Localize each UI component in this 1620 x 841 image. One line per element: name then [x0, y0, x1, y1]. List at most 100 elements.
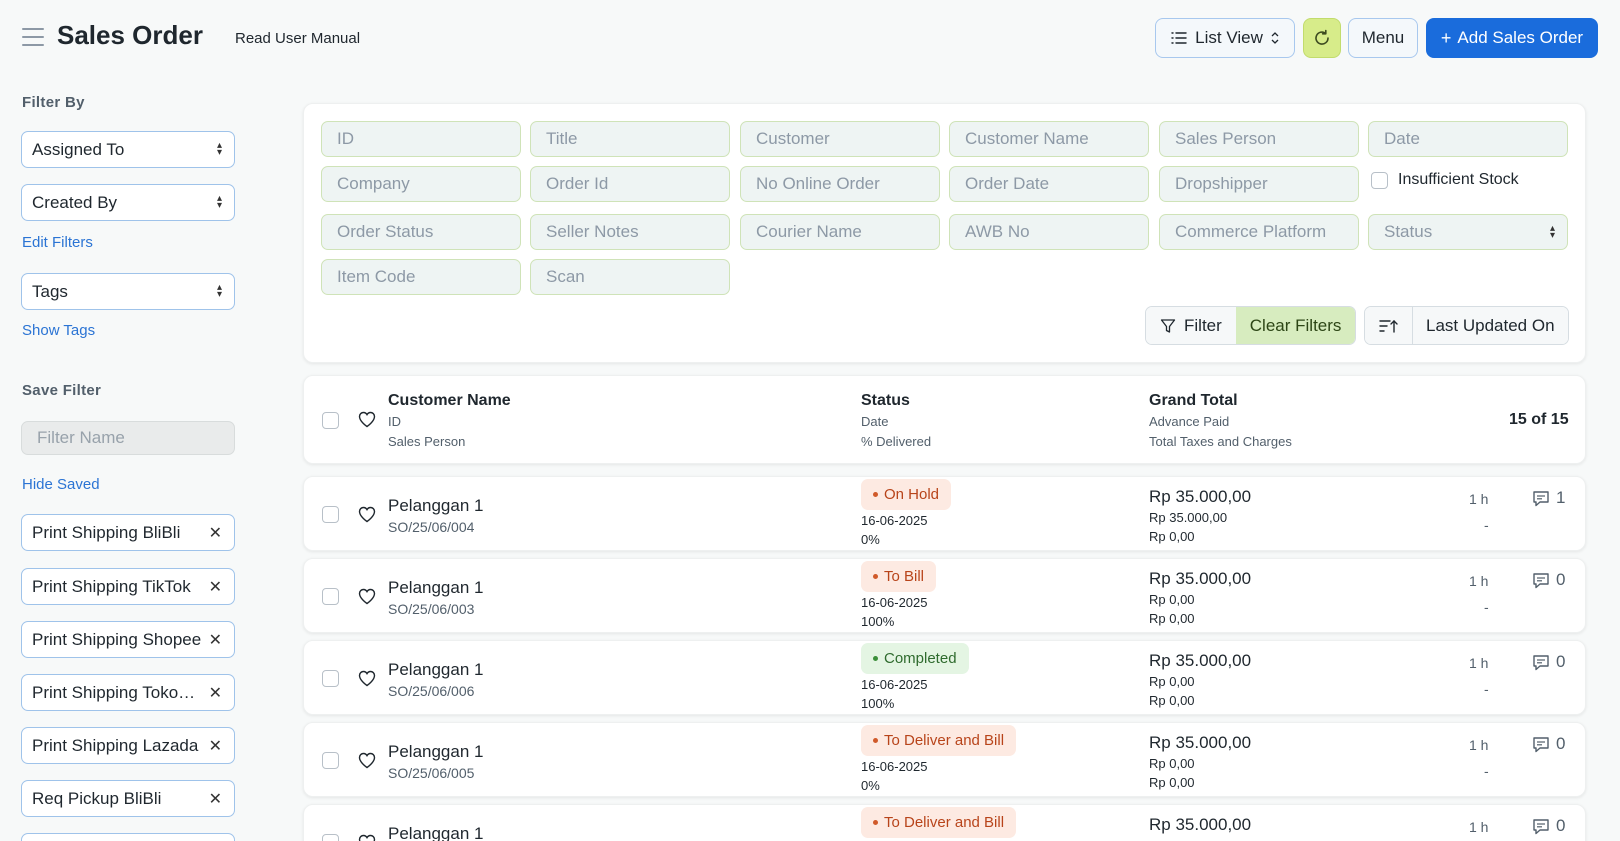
status-label: To Deliver and Bill	[884, 732, 1005, 749]
customer-name[interactable]: Pelanggan 1	[388, 824, 484, 841]
hide-saved-link[interactable]: Hide Saved	[22, 476, 100, 493]
record-count: 15 of 15	[1509, 411, 1569, 428]
remove-icon[interactable]: ✕	[208, 579, 222, 596]
grand-total: Rp 35.000,00	[1149, 815, 1252, 834]
heart-icon[interactable]	[358, 834, 376, 841]
row-checkbox[interactable]	[322, 506, 339, 523]
order-date-filter[interactable]: Order Date	[949, 166, 1149, 202]
comment-count[interactable]: 1	[1532, 488, 1565, 508]
sidebar-toggle-icon[interactable]	[22, 28, 44, 46]
commerce-platform-filter[interactable]: Commerce Platform	[1159, 214, 1359, 250]
table-row[interactable]: Pelanggan 1 SO/25/06/003 To Bill 16-06-2…	[303, 558, 1586, 633]
row-checkbox[interactable]	[322, 588, 339, 605]
col-status[interactable]: Status	[861, 392, 910, 409]
insufficient-stock-checkbox[interactable]: Insufficient Stock	[1371, 171, 1519, 189]
heart-icon[interactable]	[358, 752, 376, 769]
customer-name[interactable]: Pelanggan 1	[388, 496, 484, 515]
read-user-manual-link[interactable]: Read User Manual	[235, 30, 361, 47]
add-sales-order-button[interactable]: + Add Sales Order	[1426, 18, 1598, 58]
remove-icon[interactable]: ✕	[208, 738, 222, 755]
filter-panel: ID Title Customer Customer Name Sales Pe…	[303, 103, 1586, 363]
total-taxes: Rp 0,00	[1149, 611, 1195, 626]
saved-filter-item[interactable]	[21, 833, 235, 841]
saved-filter-item[interactable]: Req Pickup BliBli ✕	[21, 780, 235, 817]
status-filter-select[interactable]: Status ▴ ▾	[1368, 214, 1568, 250]
tags-select[interactable]: Tags ▴ ▾	[21, 273, 235, 310]
scan-filter[interactable]: Scan	[530, 259, 730, 295]
status-dot-icon	[873, 820, 878, 825]
remove-icon[interactable]: ✕	[208, 632, 222, 649]
saved-filter-item[interactable]: Print Shipping Shopee ✕	[21, 621, 235, 658]
courier-name-filter[interactable]: Courier Name	[740, 214, 940, 250]
dropshipper-filter[interactable]: Dropshipper	[1159, 166, 1359, 202]
row-checkbox[interactable]	[322, 834, 339, 841]
created-by-select[interactable]: Created By ▴ ▾	[21, 184, 235, 221]
edit-filters-link[interactable]: Edit Filters	[22, 234, 93, 251]
table-row[interactable]: Pelanggan 1 SO/25/06/004 On Hold 16-06-2…	[303, 476, 1586, 551]
order-id-filter[interactable]: Order Id	[530, 166, 730, 202]
comment-icon	[1533, 572, 1549, 588]
menu-button[interactable]: Menu	[1348, 18, 1418, 58]
show-tags-link[interactable]: Show Tags	[22, 322, 96, 339]
saved-filter-item[interactable]: Print Shipping Lazada ✕	[21, 727, 235, 764]
order-id: SO/25/06/003	[388, 601, 475, 617]
item-code-filter[interactable]: Item Code	[321, 259, 521, 295]
col-id: ID	[388, 414, 401, 429]
filter-name-input[interactable]	[21, 421, 235, 455]
sort-by-button[interactable]: Last Updated On	[1413, 307, 1568, 344]
sort-ascending-icon	[1378, 319, 1398, 333]
saved-filter-item[interactable]: Print Shipping TikTok ✕	[21, 568, 235, 605]
table-row[interactable]: Pelanggan 1 To Deliver and Bill Rp 35.00…	[303, 804, 1586, 841]
customer-name[interactable]: Pelanggan 1	[388, 742, 484, 761]
saved-filter-label: Print Shipping BliBli	[32, 522, 181, 542]
company-filter[interactable]: Company	[321, 166, 521, 202]
awb-no-filter[interactable]: AWB No	[949, 214, 1149, 250]
title-filter[interactable]: Title	[530, 121, 730, 157]
assigned-to-select[interactable]: Assigned To ▴ ▾	[21, 131, 235, 168]
saved-filter-item[interactable]: Print Shipping Tokopedia ✕	[21, 674, 235, 711]
heart-icon[interactable]	[358, 506, 376, 523]
checkbox[interactable]	[1371, 171, 1388, 189]
remove-icon[interactable]: ✕	[208, 525, 222, 542]
comment-count[interactable]: 0	[1532, 652, 1565, 672]
date-filter[interactable]: Date	[1368, 121, 1568, 157]
id-filter[interactable]: ID	[321, 121, 521, 157]
delivered-percent: 100%	[861, 696, 895, 711]
col-grand-total[interactable]: Grand Total	[1149, 392, 1238, 409]
sales-person-filter[interactable]: Sales Person	[1159, 121, 1359, 157]
filter-button-label: Filter	[1184, 315, 1222, 335]
order-id: SO/25/06/005	[388, 765, 475, 781]
order-id: SO/25/06/004	[388, 519, 475, 535]
select-all-checkbox[interactable]	[322, 412, 339, 429]
order-status-filter[interactable]: Order Status	[321, 214, 521, 250]
page-title: Sales Order	[57, 20, 203, 50]
table-row[interactable]: Pelanggan 1 SO/25/06/005 To Deliver and …	[303, 722, 1586, 797]
clear-filters-button[interactable]: Clear Filters	[1235, 307, 1356, 344]
col-customer-name[interactable]: Customer Name	[388, 392, 511, 409]
customer-name-filter[interactable]: Customer Name	[949, 121, 1149, 157]
row-checkbox[interactable]	[322, 752, 339, 769]
saved-filter-label: Req Pickup BliBli	[32, 788, 162, 808]
refresh-button[interactable]	[1303, 18, 1341, 58]
filter-button[interactable]: Filter	[1146, 307, 1236, 344]
sort-direction-button[interactable]	[1365, 307, 1413, 344]
no-online-order-filter[interactable]: No Online Order	[740, 166, 940, 202]
customer-name[interactable]: Pelanggan 1	[388, 660, 484, 679]
comment-count[interactable]: 0	[1532, 816, 1565, 836]
seller-notes-filter[interactable]: Seller Notes	[530, 214, 730, 250]
status-dot-icon	[873, 574, 878, 579]
list-view-button[interactable]: List View	[1155, 18, 1295, 58]
remove-icon[interactable]: ✕	[208, 685, 222, 702]
customer-name[interactable]: Pelanggan 1	[388, 578, 484, 597]
row-checkbox[interactable]	[322, 670, 339, 687]
heart-icon[interactable]	[358, 411, 376, 428]
customer-filter[interactable]: Customer	[740, 121, 940, 157]
heart-icon[interactable]	[358, 588, 376, 605]
table-row[interactable]: Pelanggan 1 SO/25/06/006 Completed 16-06…	[303, 640, 1586, 715]
modified-time: 1 h	[1469, 655, 1489, 671]
comment-count[interactable]: 0	[1532, 734, 1565, 754]
saved-filter-item[interactable]: Print Shipping BliBli ✕	[21, 514, 235, 551]
remove-icon[interactable]: ✕	[208, 791, 222, 808]
comment-count[interactable]: 0	[1532, 570, 1565, 590]
heart-icon[interactable]	[358, 670, 376, 687]
